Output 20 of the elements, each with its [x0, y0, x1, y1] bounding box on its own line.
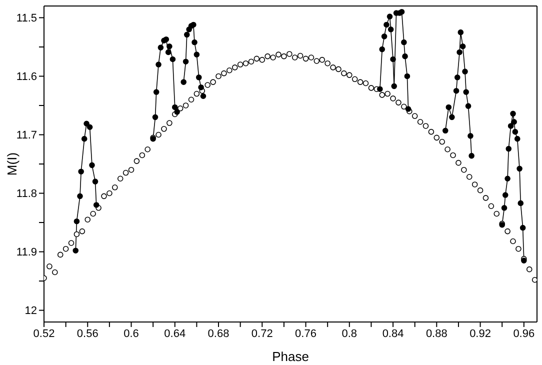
y-tick-label: 11.7 [16, 130, 37, 142]
x-tick-label: 0.64 [164, 328, 186, 340]
x-tick-label: 0.72 [251, 328, 273, 340]
x-tick-label: 0.96 [513, 328, 535, 340]
x-tick-label: 0.56 [76, 328, 98, 340]
x-tick-label: 0.6 [124, 328, 139, 340]
x-tick-label: 0.84 [382, 328, 404, 340]
y-tick-label: 11.8 [16, 188, 37, 200]
x-tick-label: 0.52 [33, 328, 55, 340]
x-tick-label: 0.92 [470, 328, 491, 340]
y-axis-title: M(I) [4, 152, 20, 176]
y-tick-label: 11.9 [16, 246, 37, 259]
y-tick-label: 11.6 [16, 71, 37, 84]
y-tick-label: 11.5 [16, 12, 37, 25]
y-tick-label: 12 [24, 305, 37, 318]
x-tick-label: 0.8 [342, 328, 358, 340]
x-tick-label: 0.68 [208, 328, 230, 340]
x-axis-title: Phase [272, 349, 309, 364]
x-tick-label: 0.76 [295, 328, 316, 340]
x-tick-label: 0.88 [426, 328, 448, 340]
